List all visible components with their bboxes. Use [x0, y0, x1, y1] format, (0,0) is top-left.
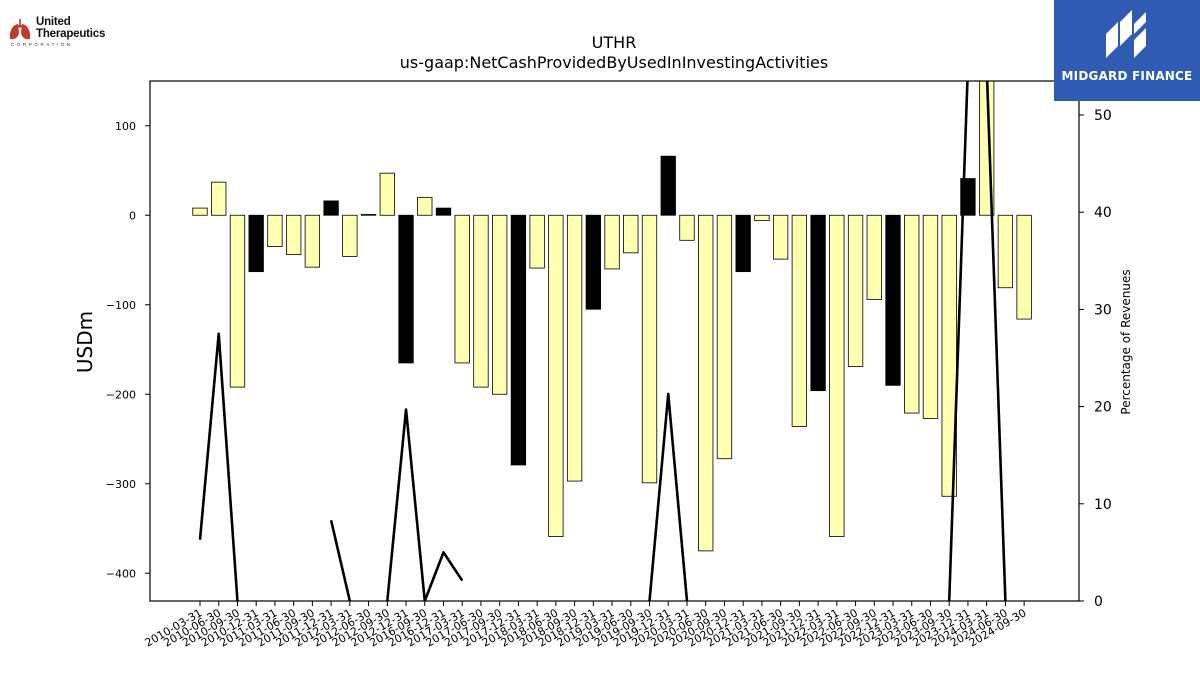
bar	[379, 172, 395, 216]
bar	[660, 155, 676, 216]
bar	[566, 214, 583, 482]
y2-axis-label: Percentage of Revenues	[1119, 269, 1133, 414]
bar	[285, 214, 302, 256]
lungs-icon	[9, 19, 31, 40]
bar	[323, 200, 339, 216]
y2-tick-label: 40	[1094, 205, 1112, 221]
bar	[435, 207, 452, 216]
bar	[866, 214, 882, 300]
line-layer	[198, 81, 1007, 601]
y-tick-label: 0	[129, 209, 136, 222]
y2-tick-label: 10	[1094, 497, 1112, 513]
bar	[829, 214, 845, 537]
midgard-brand-text: MIDGARD FINANCE	[1061, 69, 1193, 83]
y-axis-left: 100 0 −100 −200 −300 −400	[106, 120, 150, 580]
bar	[417, 196, 433, 216]
bar	[304, 214, 321, 268]
bar	[679, 214, 695, 241]
bar	[641, 214, 658, 484]
bar	[585, 214, 601, 310]
logo-line2: Therapeutics	[36, 28, 106, 40]
bar	[229, 214, 246, 388]
bar	[754, 214, 770, 222]
bar	[791, 214, 808, 427]
bar	[342, 214, 358, 257]
bar	[211, 181, 227, 216]
bar	[548, 214, 564, 537]
chart-title: UTHR	[592, 33, 637, 52]
y2-tick-label: 0	[1094, 594, 1103, 610]
bar	[492, 214, 508, 395]
bar	[847, 214, 864, 367]
bar	[623, 214, 639, 254]
y-tick-label: −100	[106, 299, 136, 312]
y2-tick-label: 30	[1094, 302, 1112, 318]
bar	[267, 214, 283, 247]
y2-tick-label: 20	[1094, 400, 1112, 416]
bar	[885, 214, 901, 386]
bar	[473, 214, 489, 388]
bar	[904, 214, 920, 414]
y-tick-label: −400	[106, 567, 136, 580]
bar	[810, 214, 826, 392]
midgard-finance-logo: MIDGARD FINANCE	[1054, 0, 1200, 101]
chart-subtitle: us-gaap:NetCashProvidedByUsedInInvesting…	[400, 53, 828, 72]
y-tick-label: 100	[115, 120, 136, 133]
y-tick-label: −200	[106, 388, 136, 401]
bar	[604, 214, 620, 270]
bar	[454, 214, 470, 364]
bar	[529, 214, 545, 269]
bar	[510, 214, 527, 466]
y2-tick-label: 50	[1094, 108, 1112, 124]
series-line	[198, 81, 1007, 601]
bar	[248, 214, 264, 273]
bar	[716, 214, 733, 460]
bar	[1016, 214, 1032, 320]
logo-line1: United	[36, 16, 71, 28]
united-therapeutics-logo: United Therapeutics CORPORATION	[8, 14, 120, 50]
bar	[941, 214, 957, 497]
bar	[735, 214, 751, 273]
bar	[772, 214, 789, 260]
bar	[192, 207, 208, 216]
y-axis-label: USDm	[73, 311, 97, 373]
y-tick-label: −300	[106, 478, 136, 491]
midgard-mark-icon	[1106, 10, 1146, 58]
logo-line3: CORPORATION	[11, 42, 73, 47]
bars-layer	[192, 80, 1032, 552]
y-axis-right: 0 10 20 30 40 50	[1079, 108, 1112, 610]
bar	[698, 214, 714, 552]
bar	[398, 214, 414, 364]
bar	[360, 213, 377, 216]
bar	[922, 214, 939, 419]
plot-frame	[149, 80, 1080, 602]
bar	[997, 214, 1014, 289]
x-axis: 2010-03-312010-06-302010-09-302010-12-31…	[143, 601, 1029, 650]
